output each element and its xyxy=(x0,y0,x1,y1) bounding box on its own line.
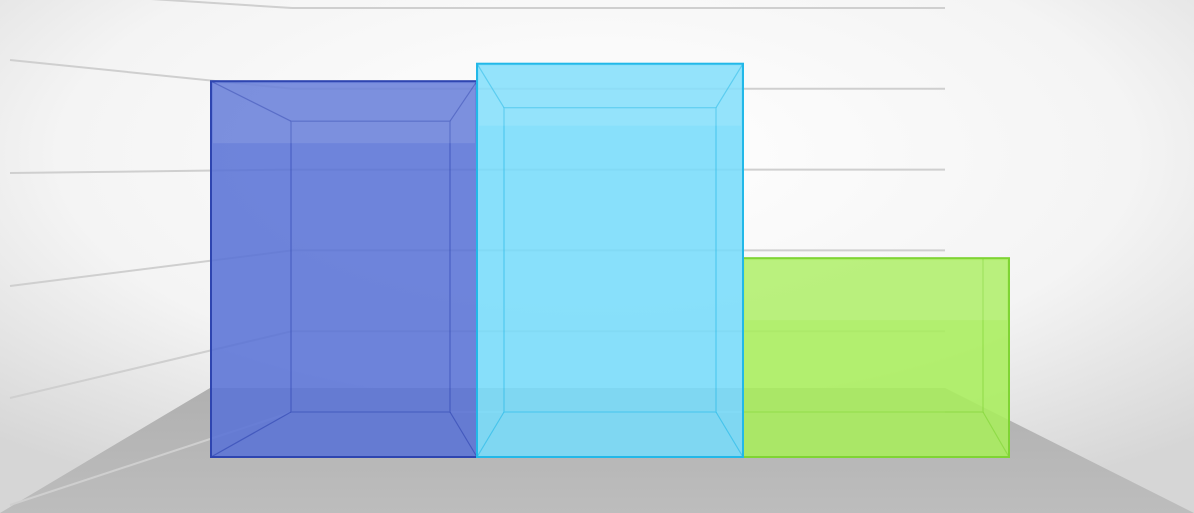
bar-depth-edge xyxy=(449,80,478,122)
bar-front-face xyxy=(210,80,478,459)
bar xyxy=(476,62,744,458)
gridline-side xyxy=(150,0,293,9)
bar-gloss xyxy=(745,260,1007,321)
bars xyxy=(210,62,1010,459)
bar xyxy=(210,80,478,459)
bar-depth-edge xyxy=(476,411,505,458)
bar-front-face xyxy=(476,62,744,458)
bar-depth-edge xyxy=(210,411,292,458)
bar-depth-edge xyxy=(476,63,505,109)
bar-depth-edge xyxy=(715,411,744,458)
bar xyxy=(742,257,1010,459)
bar-gloss xyxy=(479,65,741,126)
bar-gloss xyxy=(213,83,475,144)
bar-back-edge xyxy=(290,120,451,413)
bar-depth-edge xyxy=(449,411,478,458)
bar-depth-edge xyxy=(715,63,744,109)
bar-back-edge xyxy=(503,107,717,413)
bar-depth-edge xyxy=(982,411,1010,458)
bar-front-face xyxy=(742,257,1010,459)
bar-depth-edge xyxy=(210,80,292,122)
